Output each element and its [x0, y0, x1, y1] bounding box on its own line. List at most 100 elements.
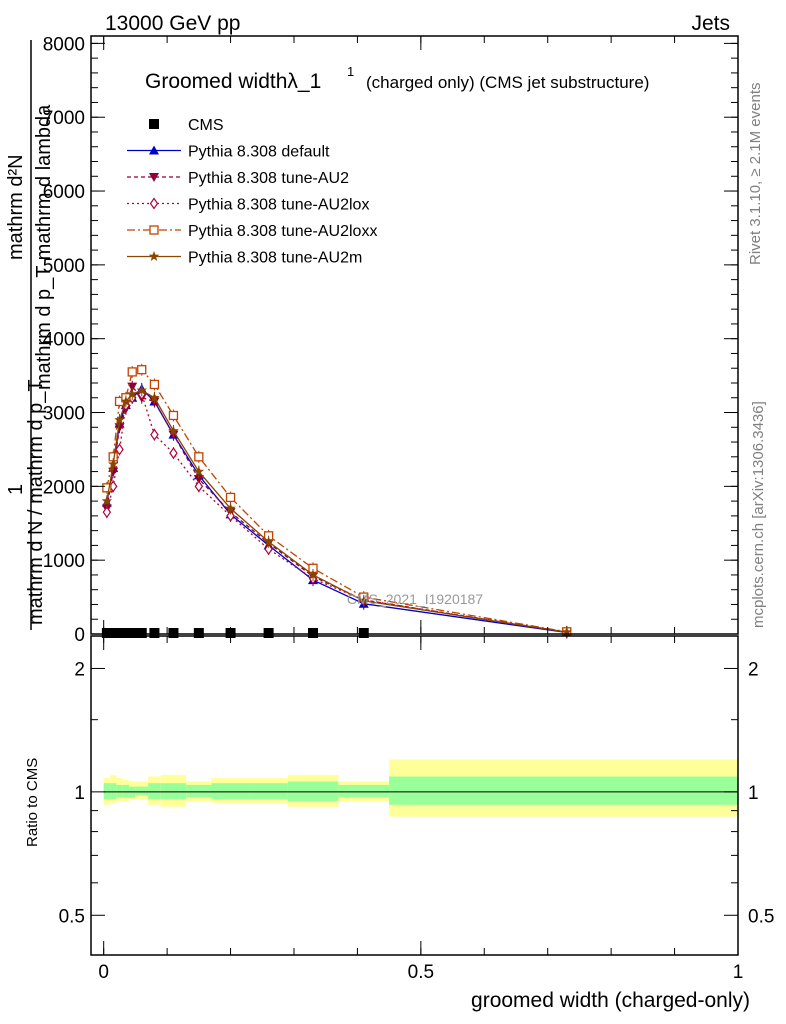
data-point	[264, 543, 273, 556]
series-default	[101, 382, 572, 639]
legend-entry-au2: Pythia 8.308 tune-AU2	[127, 170, 349, 187]
y-tick-label: 2000	[43, 477, 85, 498]
legend-entry-cms: CMS	[149, 117, 224, 134]
data-point	[126, 388, 138, 399]
x-axis-label: groomed width (charged-only)	[471, 989, 750, 1012]
y-tick-label: 7000	[43, 108, 85, 129]
legend-label: Pythia 8.308 tune-AU2loxx	[188, 223, 377, 240]
ratio-band-stat	[122, 784, 130, 798]
data-point	[149, 119, 159, 129]
series-line	[106, 368, 567, 633]
series-au2m	[101, 384, 572, 639]
data-point	[149, 392, 160, 403]
ratio-band-stat	[287, 781, 339, 801]
data-point	[194, 480, 204, 493]
legend-label: Pythia 8.308 tune-AU2	[188, 170, 349, 187]
data-point	[169, 447, 178, 460]
ratio-plot-frame	[90, 635, 739, 956]
data-point	[115, 443, 124, 456]
data-point	[114, 414, 125, 425]
y-tick-label: 8000	[43, 34, 85, 55]
data-point	[127, 382, 138, 392]
legend-entry-au2loxx: Pythia 8.308 tune-AU2loxx	[127, 223, 377, 240]
ratio-y-tick-label-right: 1	[748, 783, 759, 804]
legend-label: Pythia 8.308 default	[188, 144, 330, 161]
data-point	[148, 251, 160, 261]
series-line	[106, 385, 567, 633]
ratio-y-tick-label-right: 0.5	[748, 906, 774, 927]
data-point	[107, 458, 119, 469]
legend-entry-default: Pythia 8.308 default	[127, 144, 330, 161]
ratio-ylabel: Ratio to CMS	[24, 758, 41, 847]
data-point	[101, 628, 112, 638]
series-line	[106, 393, 567, 633]
data-point	[150, 428, 159, 441]
plot-title-sup: 1	[347, 64, 354, 79]
data-point	[101, 495, 113, 506]
legend-label: Pythia 8.308 tune-AU2lox	[188, 197, 369, 214]
data-point	[136, 628, 147, 638]
data-point	[194, 452, 204, 462]
data-point	[168, 410, 179, 421]
data-point	[120, 395, 132, 406]
data-point	[193, 466, 205, 477]
y-tick-label: 0	[74, 625, 85, 646]
y-tick-label: 4000	[43, 330, 85, 351]
series-line	[106, 389, 567, 633]
data-point	[149, 173, 159, 182]
data-point	[127, 628, 138, 638]
data-point	[168, 628, 179, 638]
x-tick-label: 0	[98, 962, 109, 983]
data-point	[308, 628, 319, 638]
data-point	[263, 536, 274, 547]
ratio-y-tick-label: 0.5	[59, 906, 85, 927]
series-line	[106, 387, 567, 634]
data-point	[136, 384, 147, 395]
plot-title-sub: (charged only) (CMS jet substructure)	[366, 73, 649, 92]
data-point	[127, 367, 137, 377]
data-point	[114, 423, 125, 433]
header-category: Jets	[691, 12, 730, 35]
data-point	[193, 474, 204, 484]
main-plot-frame	[90, 35, 739, 635]
data-point	[149, 379, 160, 390]
ylabel-fraction-bottom: mathrm d p_T mathrm d lambda	[33, 104, 55, 390]
data-point	[307, 569, 319, 580]
data-point	[225, 502, 236, 513]
data-point	[108, 628, 119, 638]
legend-label: Pythia 8.308 tune-AU2m	[188, 250, 362, 267]
ratio-band-stat	[338, 784, 390, 798]
data-point	[193, 628, 204, 638]
data-point	[225, 492, 236, 503]
legend-entry-au2m: Pythia 8.308 tune-AU2m	[127, 250, 362, 267]
header-energy: 13000 GeV pp	[105, 12, 240, 35]
data-point	[102, 483, 112, 493]
ratio-y-tick-label: 1	[74, 783, 85, 804]
legend-label: CMS	[188, 117, 224, 134]
x-tick-label: 1	[733, 962, 744, 983]
plot-title: Groomed widthλ_1 1 (charged only) (CMS j…	[145, 64, 649, 93]
data-point	[358, 628, 369, 638]
legend-entry-au2lox: Pythia 8.308 tune-AU2lox	[127, 197, 369, 214]
data-point	[114, 628, 125, 638]
ratio-band-stat	[186, 784, 212, 798]
data-point	[263, 628, 274, 638]
data-point	[149, 145, 159, 155]
data-point	[137, 365, 147, 375]
ratio-band-stat	[160, 783, 187, 800]
y-tick-label: 6000	[43, 182, 85, 203]
ratio-y-tick-label: 2	[74, 659, 85, 680]
data-point	[168, 425, 179, 436]
legend: CMS Pythia 8.308 default Pythia 8.308 tune…	[127, 117, 377, 267]
ratio-band-stat	[110, 783, 117, 800]
data-point	[358, 595, 369, 606]
ratio-band-stat	[103, 783, 111, 800]
data-point	[149, 628, 160, 638]
x-tick-label: 0.5	[408, 962, 434, 983]
y-tick-label: 1000	[43, 551, 85, 572]
data-point	[561, 626, 572, 637]
ratio-band-stat	[211, 783, 250, 800]
y-tick-label: 3000	[43, 404, 85, 425]
ratio-band-stat	[116, 784, 123, 798]
